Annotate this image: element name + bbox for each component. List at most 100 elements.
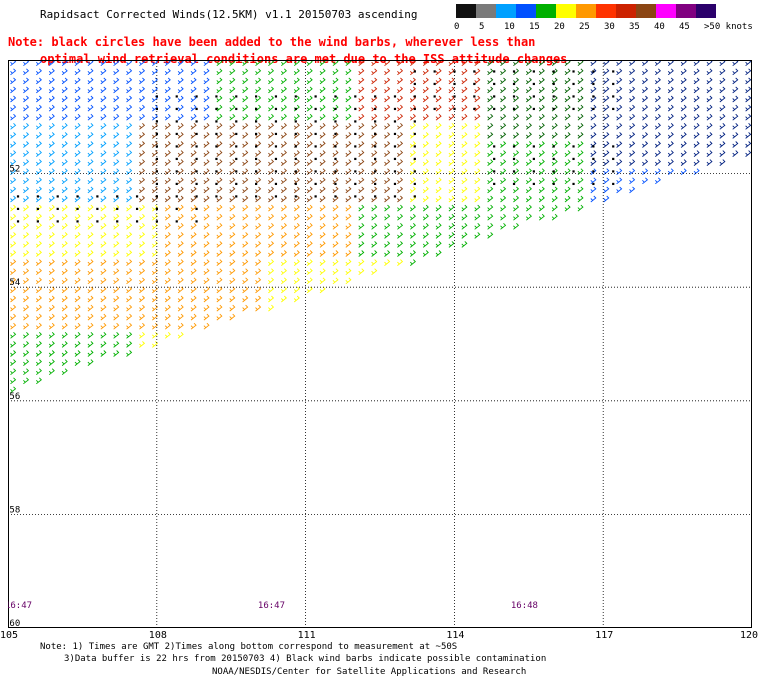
wind-barb	[332, 204, 339, 212]
wind-barb	[139, 86, 146, 94]
wind-barb	[629, 86, 636, 94]
wind-barb	[87, 241, 94, 248]
wind-barb	[319, 232, 326, 239]
wind-barb	[229, 204, 236, 212]
wind-barb	[177, 232, 184, 239]
wind-barb	[61, 86, 68, 94]
contamination-circle	[314, 157, 317, 161]
wind-barb	[87, 132, 94, 139]
wind-barb	[293, 295, 300, 303]
wind-barb	[48, 304, 55, 312]
wind-barb	[61, 150, 68, 157]
wind-barb	[164, 322, 171, 330]
wind-barb	[126, 222, 133, 230]
contamination-circle	[215, 132, 218, 136]
footnote-line-1: Note: 1) Times are GMT 2)Times along bot…	[40, 642, 458, 652]
wind-barb	[422, 86, 429, 94]
wind-barb	[293, 122, 300, 130]
wind-barb	[474, 141, 481, 148]
wind-barb	[10, 359, 17, 366]
wind-barb	[229, 186, 236, 194]
wind-barb	[345, 232, 352, 239]
wind-barb	[513, 213, 520, 221]
wind-barb	[474, 122, 481, 130]
contamination-circle	[215, 145, 218, 148]
wind-barb	[126, 250, 133, 257]
contamination-circle	[354, 107, 357, 111]
wind-barb	[242, 150, 249, 157]
wind-barb	[564, 141, 571, 148]
wind-barb	[280, 259, 287, 266]
colorbar-swatch	[556, 4, 577, 18]
contamination-circle	[294, 145, 297, 148]
wind-barb	[693, 104, 700, 112]
wind-barb	[48, 359, 55, 366]
wind-barb	[642, 141, 649, 148]
wind-barb	[461, 195, 468, 203]
wind-barb	[48, 232, 55, 239]
wind-barb	[113, 222, 120, 230]
wind-barb	[190, 250, 197, 257]
wind-barb	[61, 232, 68, 239]
contamination-circle	[274, 132, 278, 136]
wind-barb	[487, 122, 494, 130]
wind-barb	[23, 277, 30, 285]
wind-barb	[667, 122, 674, 130]
wind-barb	[293, 195, 300, 203]
wind-barb	[100, 295, 107, 303]
wind-barb	[113, 104, 120, 112]
wind-barb	[397, 195, 404, 203]
wind-barb	[35, 159, 42, 166]
wind-barb	[242, 268, 249, 276]
wind-barb	[306, 222, 313, 230]
contamination-circle	[433, 107, 436, 111]
wind-barb	[319, 168, 326, 176]
wind-barb	[513, 86, 520, 94]
wind-barb	[151, 141, 158, 148]
wind-barb	[139, 68, 146, 76]
wind-barb	[358, 232, 365, 239]
wind-barb	[268, 259, 275, 266]
wind-barb	[409, 86, 416, 94]
wind-barb	[358, 204, 365, 212]
wind-barb	[306, 132, 313, 139]
wind-barb	[23, 250, 30, 257]
wind-barb	[190, 313, 197, 321]
wind-barb	[642, 150, 649, 157]
wind-barb	[35, 132, 42, 139]
wind-barb	[306, 122, 313, 130]
wind-barb	[319, 132, 326, 139]
wind-barb	[693, 77, 700, 85]
wind-barb	[87, 150, 94, 157]
wind-barb	[422, 77, 429, 85]
contamination-circle	[413, 182, 416, 186]
wind-barb	[590, 177, 597, 185]
wind-barb	[113, 232, 120, 239]
wind-barb	[616, 168, 623, 176]
wind-barb	[87, 259, 94, 266]
contamination-circle	[334, 95, 337, 98]
wind-barb	[397, 77, 404, 85]
wind-barb	[461, 186, 468, 194]
wind-barb	[654, 122, 661, 130]
wind-barb	[268, 177, 275, 185]
contamination-circle	[532, 95, 535, 98]
wind-barb	[87, 331, 94, 339]
wind-barb	[693, 132, 700, 139]
wind-barb	[229, 104, 236, 112]
contamination-circle	[195, 195, 198, 198]
wind-barb	[422, 250, 429, 257]
contamination-circle	[175, 207, 178, 211]
wind-barb	[500, 150, 507, 157]
wind-barb	[345, 268, 352, 276]
wind-barb	[139, 195, 146, 203]
wind-barb	[190, 304, 197, 312]
wind-barb	[255, 150, 262, 157]
wind-barb	[139, 250, 146, 257]
wind-barb	[280, 141, 287, 148]
contamination-circle	[453, 70, 456, 73]
wind-barb	[397, 204, 404, 212]
wind-barb	[113, 95, 120, 103]
wind-barb	[100, 304, 107, 312]
wind-barb	[319, 195, 326, 203]
